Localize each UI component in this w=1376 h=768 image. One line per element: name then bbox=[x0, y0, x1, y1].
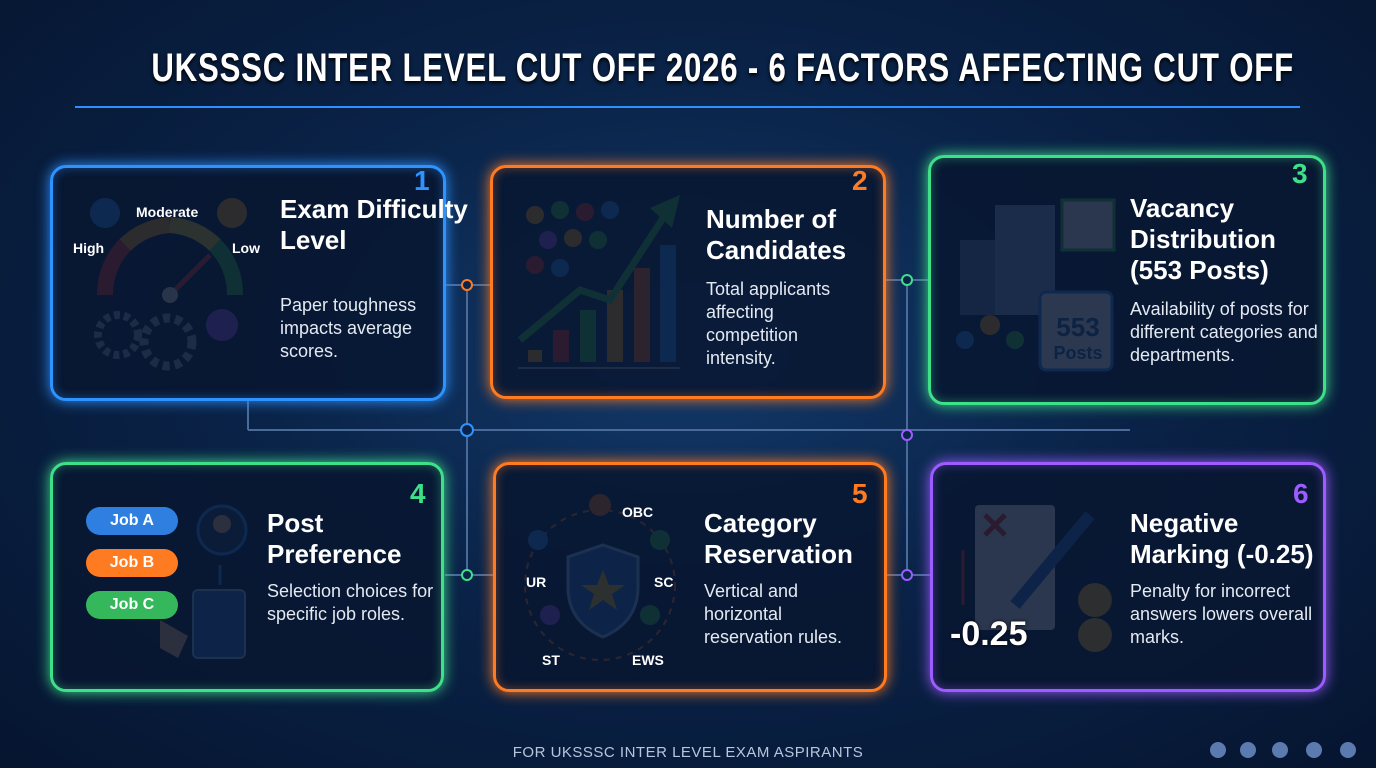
icon-label: Posts bbox=[1053, 343, 1103, 363]
icon-label: OBC bbox=[622, 504, 654, 520]
card-title: Post Preference bbox=[267, 508, 402, 569]
card-number: 1 bbox=[414, 165, 430, 196]
job-pill: Job A bbox=[86, 507, 178, 535]
card-number: 5 bbox=[852, 478, 868, 509]
card-title: Vacancy Distribution (553 Posts) bbox=[1130, 193, 1276, 285]
job-pill: Job B bbox=[86, 549, 178, 577]
job-pill: Job C bbox=[86, 591, 178, 619]
card-number: 3 bbox=[1292, 158, 1308, 189]
footer-text: FOR UKSSSC INTER LEVEL EXAM ASPIRANTS bbox=[512, 744, 864, 761]
icon-label: -0.25 bbox=[950, 615, 1028, 653]
connector-nodes bbox=[460, 274, 913, 581]
icon-label: SC bbox=[654, 574, 674, 590]
card-title: Number of Candidates bbox=[706, 204, 847, 265]
card-description: Penalty for incorrect answers lowers ove… bbox=[1130, 581, 1313, 647]
card-frame bbox=[928, 155, 1326, 405]
card-description: Vertical and horizontal reservation rule… bbox=[704, 581, 843, 647]
social-icons bbox=[1210, 742, 1356, 758]
card-description: Selection choices for specific job roles… bbox=[267, 581, 434, 624]
card-frame bbox=[50, 462, 444, 692]
card-number: 6 bbox=[1293, 478, 1309, 509]
icon-label: EWS bbox=[632, 652, 664, 668]
card-description: Paper toughness impacts average scores. bbox=[280, 295, 417, 361]
card-frame bbox=[490, 165, 886, 399]
icon-label: High bbox=[73, 240, 105, 256]
card-title: Exam Difficulty Level bbox=[280, 194, 468, 255]
icon-label: 553 bbox=[1056, 312, 1100, 342]
card-title: Negative Marking (-0.25) bbox=[1130, 508, 1314, 569]
icon-label: Low bbox=[232, 240, 260, 256]
card-description: Total applicants affecting competition i… bbox=[706, 279, 831, 368]
card-number: 4 bbox=[410, 478, 426, 509]
card-number: 2 bbox=[852, 165, 868, 196]
card-frame bbox=[930, 462, 1326, 692]
icon-label: UR bbox=[526, 574, 547, 590]
page-title: UKSSSC INTER LEVEL CUT OFF 2026 - 6 FACT… bbox=[151, 46, 1294, 90]
card-frame bbox=[493, 462, 887, 692]
card-frame bbox=[50, 165, 446, 401]
icon-label: Moderate bbox=[136, 204, 199, 220]
card-description: Availability of posts for different cate… bbox=[1130, 299, 1318, 365]
icon-label: ST bbox=[542, 652, 560, 668]
card-title: Category Reservation bbox=[704, 508, 853, 569]
